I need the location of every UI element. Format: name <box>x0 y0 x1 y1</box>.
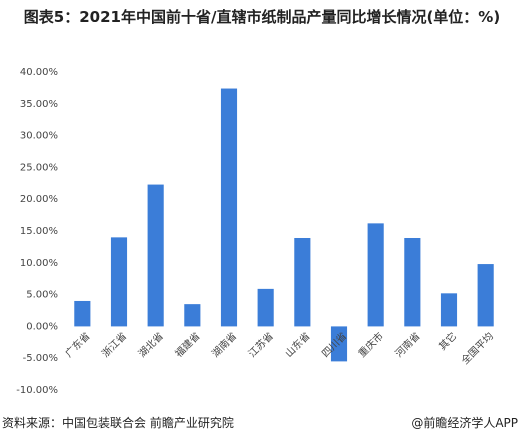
x-tick-label: 广东省 <box>62 329 92 359</box>
y-tick-label: -5.00% <box>23 353 58 364</box>
bar <box>440 293 458 327</box>
x-tick-label: 浙江省 <box>99 329 129 359</box>
x-tick-label: 福建省 <box>172 329 202 359</box>
x-tick-label: 山东省 <box>282 329 312 359</box>
y-tick-label: 20.00% <box>20 194 58 205</box>
bar <box>404 237 421 327</box>
y-tick-label: -10.00% <box>16 385 58 396</box>
y-tick-label: 10.00% <box>20 258 58 269</box>
bar <box>220 88 238 327</box>
bar <box>74 300 91 327</box>
source-note: 资料来源：中国包装联合会 前瞻产业研究院 <box>2 416 234 430</box>
chart: -10.00% -5.00% 0.00% 5.00% 10.00% 15.00% 20.00… <box>16 67 496 396</box>
x-tick-label: 其它 <box>436 329 459 352</box>
x-tick-label: 全国平均 <box>458 329 495 366</box>
bar <box>110 237 128 327</box>
x-tick-label: 湖北省 <box>136 329 166 359</box>
bar <box>184 304 201 327</box>
y-tick-label: 30.00% <box>20 131 58 142</box>
bar <box>477 264 494 327</box>
y-tick-label: 40.00% <box>20 67 58 78</box>
bar <box>257 288 274 327</box>
x-tick-label: 河南省 <box>392 329 422 359</box>
y-tick-label: 5.00% <box>26 290 58 301</box>
y-tick-label: 35.00% <box>20 99 58 110</box>
y-tick-label: 15.00% <box>20 226 58 237</box>
bar <box>367 223 384 327</box>
chart-title: 图表5：2021年中国前十省/直辖市纸制品产量同比增长情况(单位：%) <box>23 8 501 26</box>
bar <box>330 326 348 362</box>
y-tick-label: 0.00% <box>26 321 58 332</box>
y-tick-label: 25.00% <box>20 162 58 173</box>
bar <box>294 237 311 327</box>
x-tick-label: 湖南省 <box>209 329 239 359</box>
brand-note: @前瞻经济学人APP <box>411 416 518 430</box>
x-tick-label: 江苏省 <box>246 329 276 359</box>
x-tick-label: 重庆市 <box>356 329 386 359</box>
bar <box>147 184 164 327</box>
